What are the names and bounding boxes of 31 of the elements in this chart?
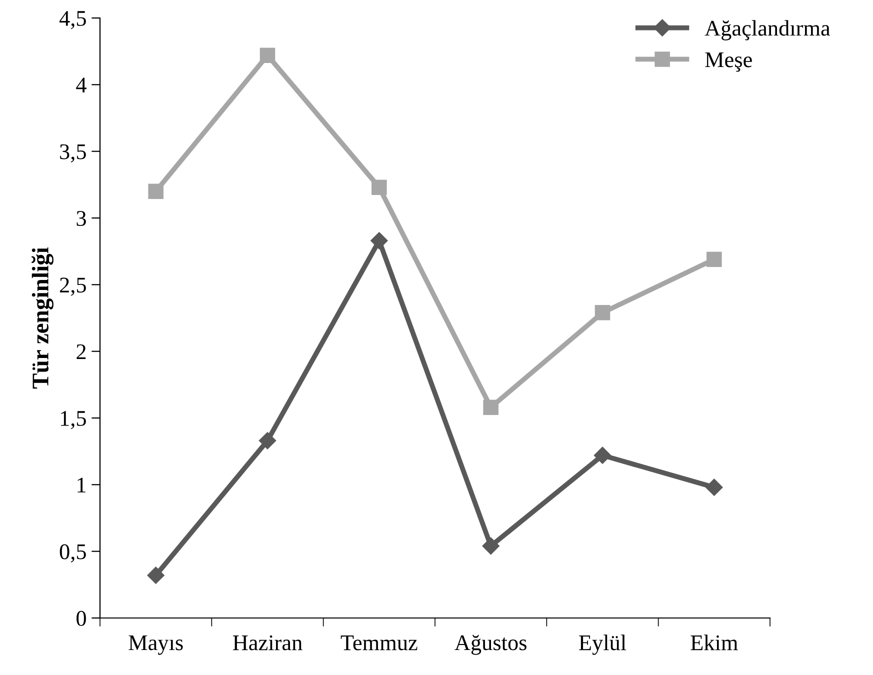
- point: [594, 446, 612, 464]
- point: [594, 305, 610, 320]
- y-tick-label: 1,5: [60, 411, 86, 430]
- point: [147, 566, 164, 584]
- y-tick-label: 4: [76, 78, 86, 92]
- x-tick-label: Mayıs: [128, 635, 183, 655]
- y-tick-label: 2,5: [60, 278, 86, 296]
- legend-label: Meşe: [705, 52, 752, 72]
- y-tick-label: 0: [76, 610, 86, 626]
- legend-label: Ağaçlandırma: [704, 20, 830, 40]
- y-tick-label: 2: [76, 344, 86, 360]
- x-tick-label: Ekim: [690, 634, 738, 650]
- x-tick-label: Temmuz: [340, 636, 418, 650]
- point: [372, 180, 387, 195]
- y-axis-title: Tür zenginliği: [32, 247, 54, 389]
- y-tick-label: 1: [78, 478, 86, 492]
- point: [482, 537, 500, 555]
- x-tick-label: Haziran: [232, 635, 302, 650]
- point: [260, 48, 276, 63]
- y-tick-label: 0,5: [60, 544, 86, 562]
- point: [148, 184, 164, 199]
- y-tick-label: 4,5: [59, 11, 86, 30]
- point: [258, 432, 276, 450]
- point: [706, 478, 723, 496]
- y-tick-label: 3,5: [60, 144, 86, 162]
- x-tick-label: Ağustos: [454, 634, 526, 655]
- point: [706, 252, 722, 267]
- point: [370, 232, 388, 250]
- y-tick-label: 3: [76, 210, 86, 226]
- point: [483, 400, 498, 415]
- x-tick-label: Eylül: [579, 634, 626, 655]
